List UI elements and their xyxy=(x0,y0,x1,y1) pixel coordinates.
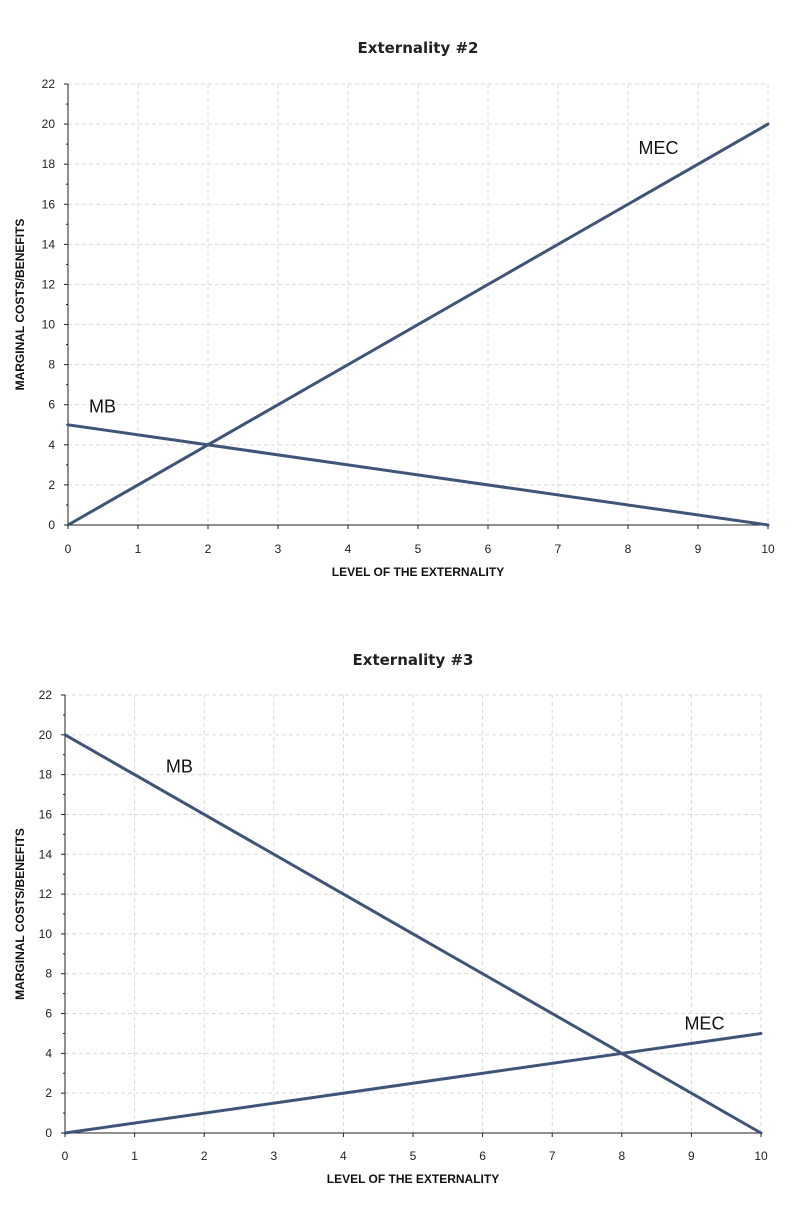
chart-2-y-tick-label: 12 xyxy=(39,887,53,901)
chart-1-x-tick-label: 5 xyxy=(415,542,422,556)
chart-1-y-tick-label: 14 xyxy=(42,237,56,251)
chart-2-x-tick-label: 0 xyxy=(62,1149,69,1163)
chart-2-y-axis-label: MARGINAL COSTS/BENEFITS xyxy=(13,828,27,1000)
chart-2-y-tick-label: 8 xyxy=(45,967,52,981)
chart-2-title: Externality #3 xyxy=(353,651,474,669)
chart-1-y-tick-label: 0 xyxy=(48,518,55,532)
chart-1-y-tick-label: 6 xyxy=(48,398,55,412)
chart-1-y-axis-label: MARGINAL COSTS/BENEFITS xyxy=(13,219,27,391)
chart-1-label-mec: MEC xyxy=(639,138,679,158)
chart-1-y-tick-label: 16 xyxy=(42,197,56,211)
chart-2-series-mb-line xyxy=(63,733,763,1135)
chart-1-y-tick-label: 10 xyxy=(42,318,56,332)
chart-2-y-tick-label: 16 xyxy=(39,807,53,821)
chart-1-y-tick-label: 4 xyxy=(48,438,55,452)
chart-1-x-tick-label: 4 xyxy=(345,542,352,556)
chart-2-x-tick-label: 9 xyxy=(688,1149,695,1163)
chart-1-x-tick-label: 0 xyxy=(65,542,72,556)
chart-1-series-mec-line xyxy=(66,122,770,527)
chart-2-x-tick-label: 2 xyxy=(201,1149,208,1163)
chart-1-x-tick-label: 2 xyxy=(205,542,212,556)
chart-2-x-tick-label: 1 xyxy=(131,1149,138,1163)
chart-1-x-tick-label: 3 xyxy=(275,542,282,556)
chart-1-title: Externality #2 xyxy=(358,39,479,57)
chart-1-x-axis-label: LEVEL OF THE EXTERNALITY xyxy=(332,565,504,579)
chart-1-x-tick-label: 6 xyxy=(485,542,492,556)
chart-1-x-tick-label: 1 xyxy=(135,542,142,556)
chart-1-y-tick-label: 20 xyxy=(42,117,56,131)
chart-2-x-tick-label: 3 xyxy=(270,1149,277,1163)
chart-1-x-tick-label: 9 xyxy=(695,542,702,556)
chart-1-y-tick-label: 2 xyxy=(48,478,55,492)
chart-2-label-mec: MEC xyxy=(684,1013,724,1033)
chart-2-x-tick-label: 10 xyxy=(754,1149,768,1163)
chart-2-x-tick-label: 7 xyxy=(549,1149,556,1163)
chart-2-x-tick-label: 8 xyxy=(618,1149,625,1163)
chart-2-y-tick-label: 2 xyxy=(45,1086,52,1100)
chart-1-series-mb-line xyxy=(66,423,770,527)
chart-2-y-tick-label: 18 xyxy=(39,768,53,782)
chart-2-series-mec-line xyxy=(63,1032,763,1135)
chart-2-y-tick-label: 22 xyxy=(39,688,53,702)
chart-1-x-tick-label: 10 xyxy=(761,542,775,556)
chart-2-y-tick-label: 20 xyxy=(39,728,53,742)
chart-1-y-tick-label: 12 xyxy=(42,277,56,291)
chart-2-y-tick-label: 6 xyxy=(45,1007,52,1021)
chart-1-y-tick-label: 8 xyxy=(48,358,55,372)
chart-2-y-tick-label: 0 xyxy=(45,1126,52,1140)
chart-2-x-tick-label: 5 xyxy=(410,1149,417,1163)
chart-2-x-axis-label: LEVEL OF THE EXTERNALITY xyxy=(327,1172,499,1186)
chart-1-y-tick-label: 22 xyxy=(42,77,56,91)
chart-1-y-tick-label: 18 xyxy=(42,157,56,171)
chart-1-x-tick-label: 8 xyxy=(625,542,632,556)
chart-2-x-tick-label: 6 xyxy=(479,1149,486,1163)
chart-2-y-tick-label: 14 xyxy=(39,847,53,861)
chart-2-y-tick-label: 4 xyxy=(45,1046,52,1060)
chart-2-y-tick-label: 10 xyxy=(39,927,53,941)
chart-1-x-tick-label: 7 xyxy=(555,542,562,556)
chart-2-label-mb: MB xyxy=(166,757,193,777)
chart-1-label-mb: MB xyxy=(89,397,116,417)
chart-2-x-tick-label: 4 xyxy=(340,1149,347,1163)
